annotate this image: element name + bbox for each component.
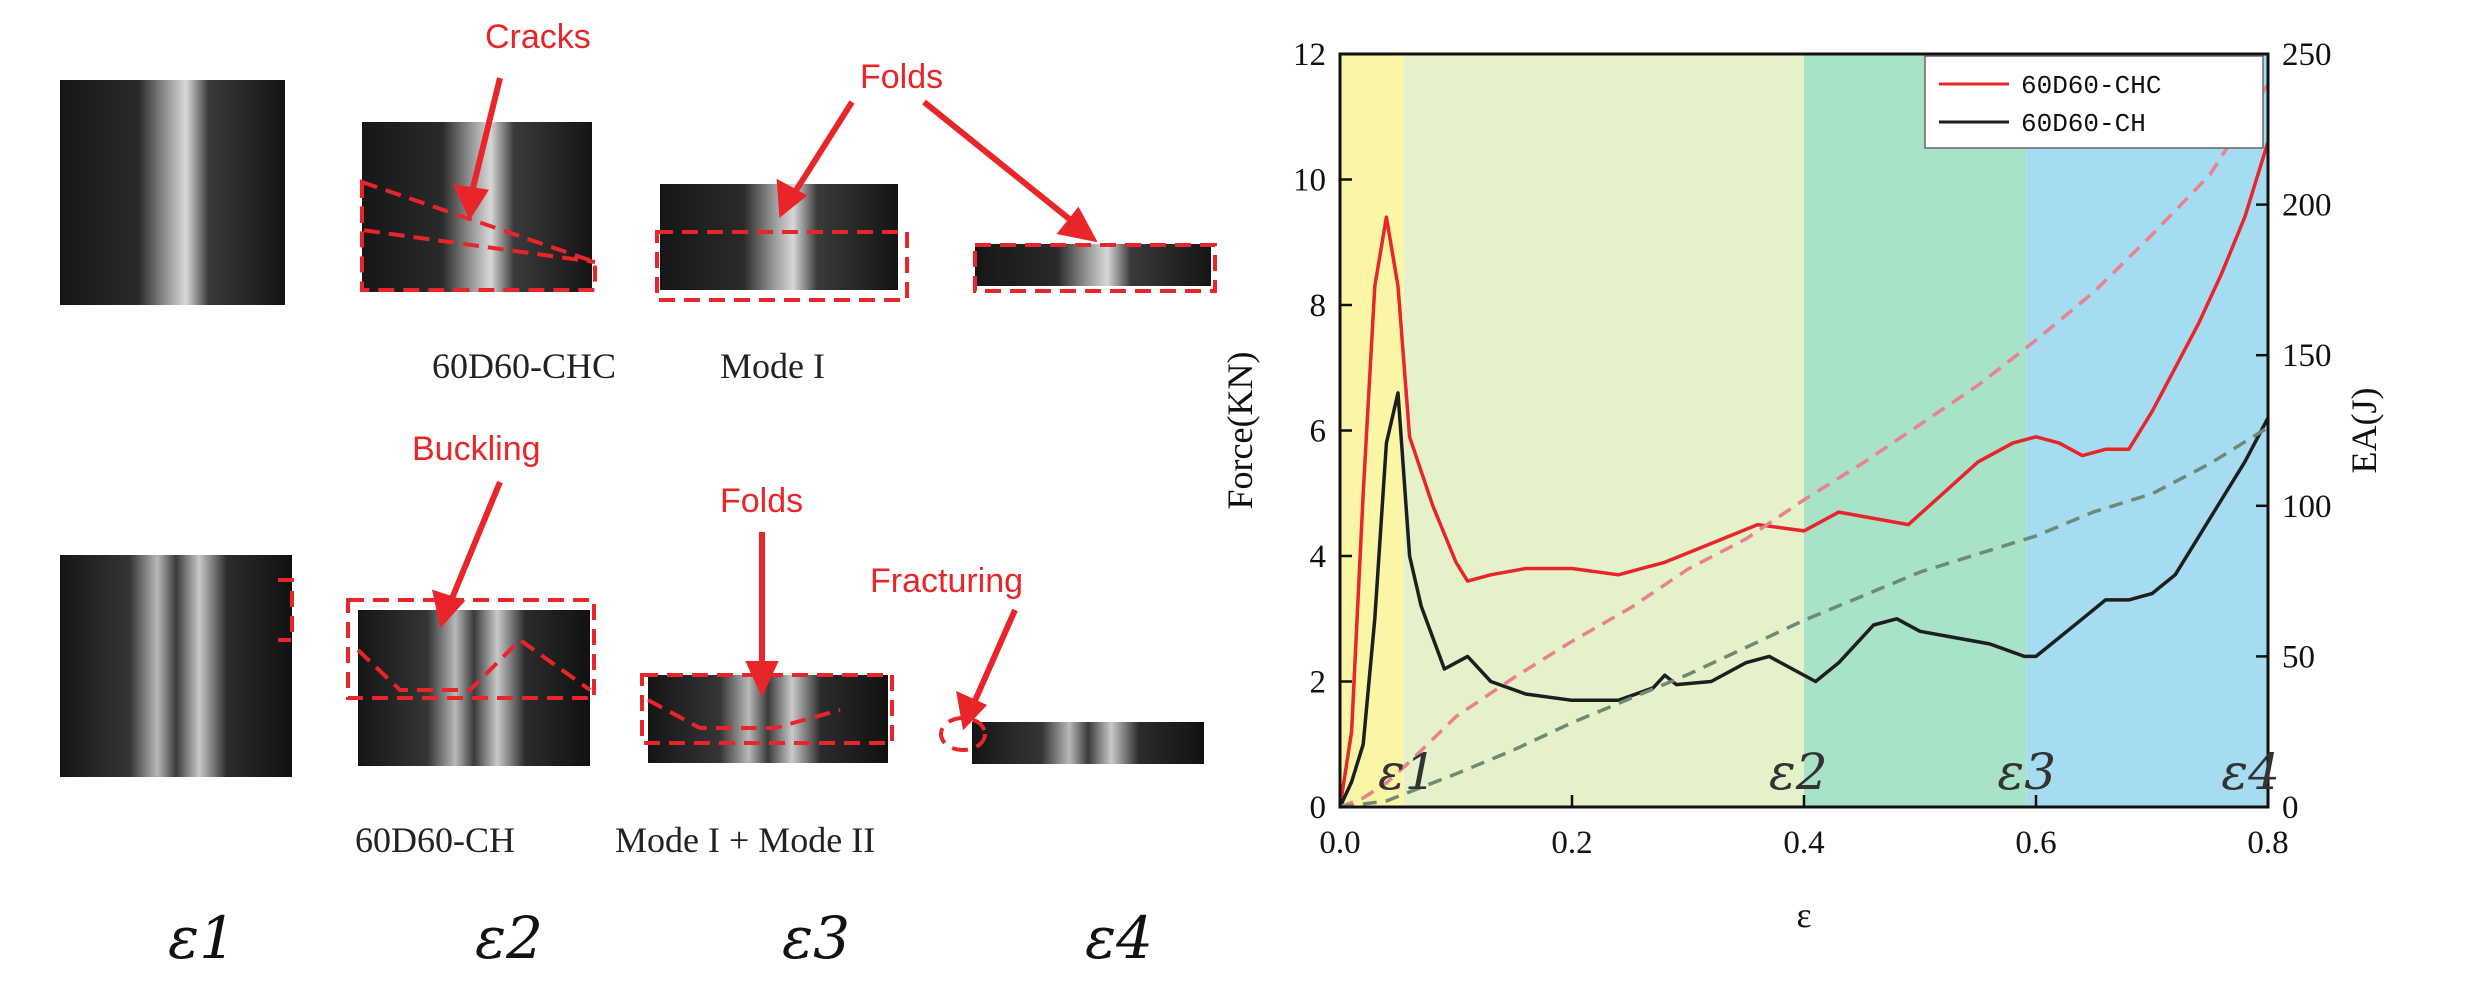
- legend-entry-chc: 60D60-CHC: [2021, 71, 2161, 101]
- y-tick-label-6: 12: [1293, 37, 1326, 73]
- x-axis-title: ε: [1796, 895, 1811, 935]
- chc-arrows: [452, 77, 1098, 243]
- legend-box: [1924, 55, 2264, 149]
- stage-marker-4: ε4: [2221, 743, 2280, 801]
- folds-top-label: Folds: [860, 58, 943, 96]
- fracturing-label: Fracturing: [870, 562, 1023, 600]
- y-tick-label-0: 0: [1310, 790, 1327, 826]
- x-tick-label-0: 0.0: [1319, 825, 1360, 861]
- stage-marker-2: ε2: [1769, 743, 1828, 801]
- bottom-specimen-caption: 60D60-CH: [355, 820, 515, 860]
- stage-markers: ε1 ε2 ε3 ε4: [1378, 743, 2280, 801]
- specimen-ch-stage4: [972, 722, 1204, 764]
- legend-entry-ch: 60D60-CH: [2021, 109, 2146, 139]
- stage-region-3: [1804, 54, 2027, 807]
- y-right-tick-label-2: 100: [2282, 489, 2332, 525]
- bottom-mode-caption: Mode I + Mode II: [615, 820, 875, 860]
- specimen-chc-stage4: [975, 244, 1211, 286]
- stage-marker-1: ε1: [1378, 743, 1437, 801]
- specimen-ch-stage1: [60, 555, 292, 777]
- ch-arrows: [431, 480, 1018, 731]
- legend: 60D60-CHC 60D60-CH: [1924, 55, 2264, 149]
- x-tick-label-2: 0.4: [1783, 825, 1824, 861]
- force-ea-chart: 0.0 0.2 0.4 0.6 0.8024681012050100150200250 …: [1220, 37, 2384, 935]
- stage-marker-3: ε3: [1997, 743, 2056, 801]
- specimen-photo-panel: Cracks Folds 60D60-CHC Mode I Buckling F…: [60, 18, 1217, 972]
- specimen-chc-stage1: [60, 80, 285, 305]
- x-tick-label-4: 0.8: [2247, 825, 2288, 861]
- y-right-tick-label-0: 0: [2282, 790, 2299, 826]
- y-right-tick-label-3: 150: [2282, 338, 2332, 374]
- x-tick-label-1: 0.2: [1551, 825, 1592, 861]
- y-right-tick-label-1: 50: [2282, 639, 2315, 675]
- top-mode-caption: Mode I: [720, 346, 825, 386]
- y-tick-label-5: 10: [1293, 163, 1326, 199]
- y-right-tick-label-5: 250: [2282, 37, 2332, 73]
- cracks-label: Cracks: [485, 18, 591, 56]
- y-tick-label-3: 6: [1310, 414, 1327, 450]
- stage-label-1: ε1: [168, 904, 236, 972]
- y-axis-title: Force(KN): [1220, 352, 1260, 510]
- folds-bottom-label: Folds: [720, 482, 803, 520]
- buckling-label: Buckling: [412, 430, 541, 468]
- stage-region-2: [1403, 54, 1804, 807]
- plot-frame: [1338, 52, 2270, 809]
- series-line-0: [1338, 141, 2270, 808]
- y-tick-label-2: 4: [1310, 539, 1327, 575]
- stage-label-3: ε3: [782, 904, 850, 972]
- strain-stage-regions: [1340, 54, 2268, 807]
- y-right-tick-label-4: 200: [2282, 188, 2332, 224]
- stage-label-2: ε2: [475, 904, 543, 972]
- series-line-2: [1339, 83, 2270, 809]
- top-specimen-caption: 60D60-CHC: [432, 346, 616, 386]
- data-series: [1338, 83, 2270, 809]
- y-tick-label-1: 2: [1310, 665, 1327, 701]
- series-line-3: [1339, 426, 2269, 809]
- x-tick-label-3: 0.6: [2015, 825, 2056, 861]
- stage-region-4: [2026, 54, 2268, 807]
- y-axis-right-title: EA(J): [2344, 388, 2384, 474]
- y-tick-label-4: 8: [1310, 288, 1327, 324]
- stage-label-4: ε4: [1085, 904, 1153, 972]
- chc-damage-outlines: [360, 179, 1217, 302]
- specimen-ch-stage3: [648, 675, 888, 763]
- series-line-1: [1338, 391, 2270, 808]
